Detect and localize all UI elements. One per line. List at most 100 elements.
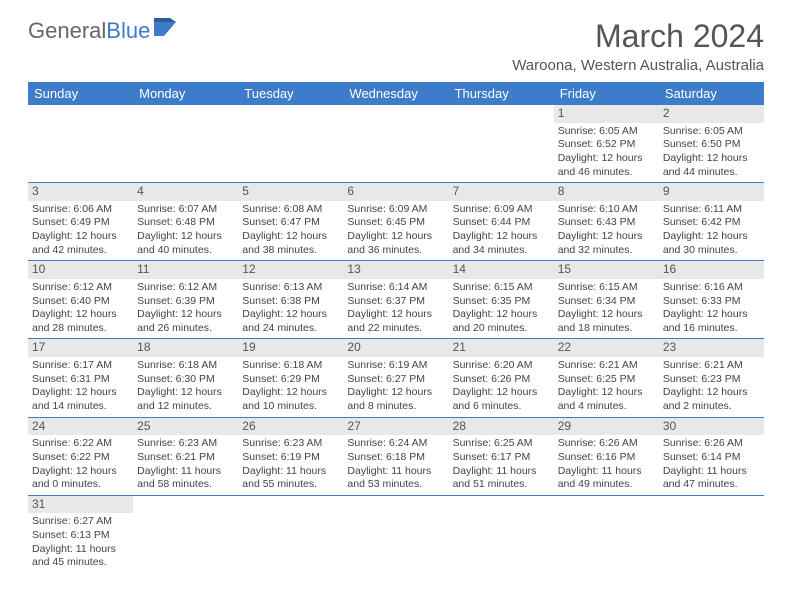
day-number: 21 xyxy=(449,339,554,357)
day-info: Sunrise: 6:08 AMSunset: 6:47 PMDaylight:… xyxy=(242,203,339,258)
day-number: 25 xyxy=(133,418,238,436)
empty-cell xyxy=(554,495,659,573)
day-cell: 3 Sunrise: 6:06 AMSunset: 6:49 PMDaylight… xyxy=(28,183,133,261)
day-number: 27 xyxy=(343,418,448,436)
day-info: Sunrise: 6:12 AMSunset: 6:40 PMDaylight:… xyxy=(32,281,129,336)
day-cell: 1 Sunrise: 6:05 AMSunset: 6:52 PMDaylight… xyxy=(554,105,659,183)
day-cell: 21 Sunrise: 6:20 AMSunset: 6:26 PMDayligh… xyxy=(449,339,554,417)
logo-flag-icon xyxy=(154,16,180,42)
day-info: Sunrise: 6:20 AMSunset: 6:26 PMDaylight:… xyxy=(453,359,550,414)
day-info: Sunrise: 6:14 AMSunset: 6:37 PMDaylight:… xyxy=(347,281,444,336)
location-subtitle: Waroona, Western Australia, Australia xyxy=(28,57,764,74)
day-cell: 28Sunrise: 6:25 AMSunset: 6:17 PMDayligh… xyxy=(449,417,554,495)
day-cell: 9 Sunrise: 6:11 AMSunset: 6:42 PMDaylight… xyxy=(659,183,764,261)
day-number: 29 xyxy=(554,418,659,436)
empty-cell xyxy=(449,495,554,573)
day-cell: 8 Sunrise: 6:10 AMSunset: 6:43 PMDaylight… xyxy=(554,183,659,261)
page-title: March 2024 xyxy=(595,18,764,55)
day-number: 10 xyxy=(28,261,133,279)
day-info: Sunrise: 6:21 AMSunset: 6:25 PMDaylight:… xyxy=(558,359,655,414)
empty-cell xyxy=(133,105,238,183)
weekday-header: Tuesday xyxy=(238,82,343,105)
empty-cell xyxy=(659,495,764,573)
day-cell: 12Sunrise: 6:13 AMSunset: 6:38 PMDayligh… xyxy=(238,261,343,339)
weekday-header: Friday xyxy=(554,82,659,105)
day-number: 1 xyxy=(554,105,659,123)
day-info: Sunrise: 6:12 AMSunset: 6:39 PMDaylight:… xyxy=(137,281,234,336)
day-cell: 6 Sunrise: 6:09 AMSunset: 6:45 PMDaylight… xyxy=(343,183,448,261)
day-cell: 7Sunrise: 6:09 AMSunset: 6:44 PMDaylight… xyxy=(449,183,554,261)
day-cell: 20 Sunrise: 6:19 AMSunset: 6:27 PMDayligh… xyxy=(343,339,448,417)
day-cell: 25Sunrise: 6:23 AMSunset: 6:21 PMDayligh… xyxy=(133,417,238,495)
day-number: 24 xyxy=(28,418,133,436)
day-cell: 23 Sunrise: 6:21 AMSunset: 6:23 PMDayligh… xyxy=(659,339,764,417)
day-number: 2 xyxy=(659,105,764,123)
day-number: 11 xyxy=(133,261,238,279)
weekday-header: Wednesday xyxy=(343,82,448,105)
day-number: 9 xyxy=(659,183,764,201)
day-info: Sunrise: 6:23 AMSunset: 6:21 PMDaylight:… xyxy=(137,437,234,492)
day-number: 14 xyxy=(449,261,554,279)
day-number: 18 xyxy=(133,339,238,357)
day-number: 23 xyxy=(659,339,764,357)
day-info: Sunrise: 6:05 AMSunset: 6:52 PMDaylight:… xyxy=(558,125,655,180)
weekday-header: Sunday xyxy=(28,82,133,105)
day-cell: 17Sunrise: 6:17 AMSunset: 6:31 PMDayligh… xyxy=(28,339,133,417)
day-info: Sunrise: 6:06 AMSunset: 6:49 PMDaylight:… xyxy=(32,203,129,258)
day-cell: 14Sunrise: 6:15 AMSunset: 6:35 PMDayligh… xyxy=(449,261,554,339)
day-number: 31 xyxy=(28,496,133,514)
weekday-header: Monday xyxy=(133,82,238,105)
weekday-header: Thursday xyxy=(449,82,554,105)
day-cell: 18 Sunrise: 6:18 AMSunset: 6:30 PMDayligh… xyxy=(133,339,238,417)
day-info: Sunrise: 6:26 AMSunset: 6:16 PMDaylight:… xyxy=(558,437,655,492)
day-cell: 5 Sunrise: 6:08 AMSunset: 6:47 PMDaylight… xyxy=(238,183,343,261)
day-cell: 11 Sunrise: 6:12 AMSunset: 6:39 PMDayligh… xyxy=(133,261,238,339)
day-info: Sunrise: 6:24 AMSunset: 6:18 PMDaylight:… xyxy=(347,437,444,492)
day-number: 30 xyxy=(659,418,764,436)
day-info: Sunrise: 6:09 AMSunset: 6:44 PMDaylight:… xyxy=(453,203,550,258)
day-cell: 4Sunrise: 6:07 AMSunset: 6:48 PMDaylight… xyxy=(133,183,238,261)
day-number: 20 xyxy=(343,339,448,357)
day-number: 16 xyxy=(659,261,764,279)
day-number: 13 xyxy=(343,261,448,279)
day-info: Sunrise: 6:11 AMSunset: 6:42 PMDaylight:… xyxy=(663,203,760,258)
day-cell: 10 Sunrise: 6:12 AMSunset: 6:40 PMDayligh… xyxy=(28,261,133,339)
empty-cell xyxy=(343,495,448,573)
day-number: 19 xyxy=(238,339,343,357)
day-cell: 16 Sunrise: 6:16 AMSunset: 6:33 PMDayligh… xyxy=(659,261,764,339)
day-number: 15 xyxy=(554,261,659,279)
day-cell: 31Sunrise: 6:27 AMSunset: 6:13 PMDayligh… xyxy=(28,495,133,573)
day-info: Sunrise: 6:13 AMSunset: 6:38 PMDaylight:… xyxy=(242,281,339,336)
day-number: 5 xyxy=(238,183,343,201)
day-cell: 2 Sunrise: 6:05 AMSunset: 6:50 PMDaylight… xyxy=(659,105,764,183)
day-number: 6 xyxy=(343,183,448,201)
day-number: 26 xyxy=(238,418,343,436)
day-info: Sunrise: 6:23 AMSunset: 6:19 PMDaylight:… xyxy=(242,437,339,492)
day-cell: 30Sunrise: 6:26 AMSunset: 6:14 PMDayligh… xyxy=(659,417,764,495)
day-cell: 13 Sunrise: 6:14 AMSunset: 6:37 PMDayligh… xyxy=(343,261,448,339)
empty-cell xyxy=(133,495,238,573)
day-info: Sunrise: 6:26 AMSunset: 6:14 PMDaylight:… xyxy=(663,437,760,492)
day-info: Sunrise: 6:21 AMSunset: 6:23 PMDaylight:… xyxy=(663,359,760,414)
brand-name-2: Blue xyxy=(106,18,150,44)
day-cell: 24Sunrise: 6:22 AMSunset: 6:22 PMDayligh… xyxy=(28,417,133,495)
day-cell: 29Sunrise: 6:26 AMSunset: 6:16 PMDayligh… xyxy=(554,417,659,495)
day-info: Sunrise: 6:10 AMSunset: 6:43 PMDaylight:… xyxy=(558,203,655,258)
empty-cell xyxy=(238,495,343,573)
brand-logo: GeneralBlue xyxy=(28,18,180,44)
day-number: 8 xyxy=(554,183,659,201)
day-info: Sunrise: 6:19 AMSunset: 6:27 PMDaylight:… xyxy=(347,359,444,414)
day-info: Sunrise: 6:16 AMSunset: 6:33 PMDaylight:… xyxy=(663,281,760,336)
empty-cell xyxy=(238,105,343,183)
day-number: 28 xyxy=(449,418,554,436)
day-info: Sunrise: 6:18 AMSunset: 6:30 PMDaylight:… xyxy=(137,359,234,414)
day-info: Sunrise: 6:17 AMSunset: 6:31 PMDaylight:… xyxy=(32,359,129,414)
day-info: Sunrise: 6:09 AMSunset: 6:45 PMDaylight:… xyxy=(347,203,444,258)
day-cell: 26Sunrise: 6:23 AMSunset: 6:19 PMDayligh… xyxy=(238,417,343,495)
day-number: 3 xyxy=(28,183,133,201)
day-number: 22 xyxy=(554,339,659,357)
day-info: Sunrise: 6:05 AMSunset: 6:50 PMDaylight:… xyxy=(663,125,760,180)
day-cell: 27Sunrise: 6:24 AMSunset: 6:18 PMDayligh… xyxy=(343,417,448,495)
empty-cell xyxy=(449,105,554,183)
day-cell: 19Sunrise: 6:18 AMSunset: 6:29 PMDayligh… xyxy=(238,339,343,417)
